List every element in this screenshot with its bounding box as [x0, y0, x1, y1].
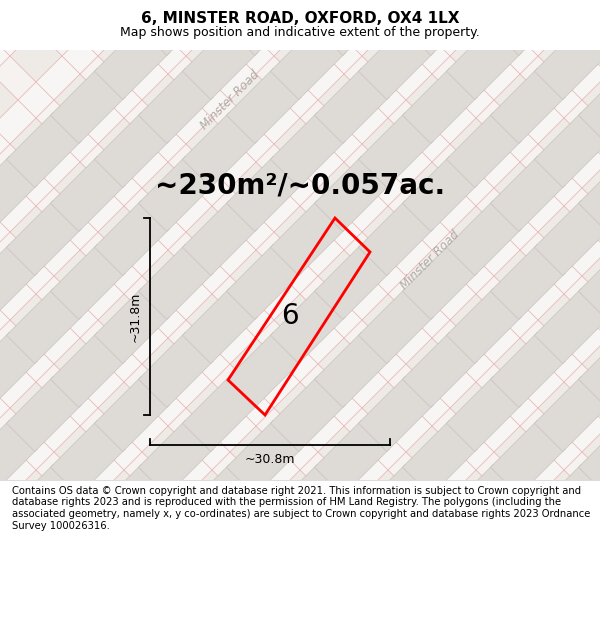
Polygon shape	[0, 260, 600, 625]
Polygon shape	[314, 69, 389, 144]
Polygon shape	[50, 156, 125, 231]
Polygon shape	[0, 612, 600, 625]
Polygon shape	[271, 0, 346, 11]
Polygon shape	[359, 112, 433, 188]
Polygon shape	[0, 0, 600, 292]
Polygon shape	[446, 112, 521, 188]
Polygon shape	[535, 376, 600, 451]
Text: 6, MINSTER ROAD, OXFORD, OX4 1LX: 6, MINSTER ROAD, OXFORD, OX4 1LX	[141, 11, 459, 26]
Polygon shape	[50, 509, 125, 584]
Polygon shape	[227, 0, 301, 56]
Polygon shape	[314, 596, 389, 625]
Polygon shape	[403, 156, 478, 231]
Polygon shape	[7, 376, 82, 451]
Polygon shape	[314, 156, 389, 231]
Polygon shape	[271, 552, 346, 625]
Polygon shape	[359, 464, 433, 539]
Polygon shape	[7, 289, 82, 364]
Polygon shape	[139, 332, 214, 408]
Polygon shape	[578, 244, 600, 319]
Polygon shape	[446, 289, 521, 364]
Polygon shape	[0, 0, 600, 468]
Polygon shape	[314, 244, 389, 319]
Polygon shape	[271, 112, 346, 188]
Polygon shape	[95, 112, 169, 188]
Polygon shape	[491, 0, 565, 56]
Polygon shape	[0, 0, 600, 204]
Polygon shape	[50, 421, 125, 496]
Polygon shape	[95, 376, 169, 451]
Polygon shape	[7, 201, 82, 276]
Polygon shape	[446, 0, 521, 11]
Polygon shape	[0, 0, 600, 116]
Polygon shape	[578, 509, 600, 584]
Polygon shape	[0, 244, 37, 319]
Polygon shape	[0, 612, 600, 625]
Text: ~230m²/~0.057ac.: ~230m²/~0.057ac.	[155, 171, 445, 199]
Polygon shape	[359, 201, 433, 276]
Polygon shape	[314, 0, 389, 56]
Text: Contains OS data © Crown copyright and database right 2021. This information is : Contains OS data © Crown copyright and d…	[12, 486, 590, 531]
Polygon shape	[139, 244, 214, 319]
Polygon shape	[271, 201, 346, 276]
Polygon shape	[535, 552, 600, 625]
Polygon shape	[271, 376, 346, 451]
Polygon shape	[50, 596, 125, 625]
Polygon shape	[0, 0, 600, 28]
Polygon shape	[7, 464, 82, 539]
Polygon shape	[227, 69, 301, 144]
Polygon shape	[227, 509, 301, 584]
Polygon shape	[0, 172, 600, 625]
Polygon shape	[359, 289, 433, 364]
Polygon shape	[446, 376, 521, 451]
Text: Map shows position and indicative extent of the property.: Map shows position and indicative extent…	[120, 26, 480, 39]
Polygon shape	[0, 436, 600, 625]
Polygon shape	[535, 289, 600, 364]
Polygon shape	[0, 0, 600, 292]
Polygon shape	[578, 596, 600, 625]
Polygon shape	[0, 156, 37, 231]
Polygon shape	[535, 464, 600, 539]
Polygon shape	[491, 596, 565, 625]
Polygon shape	[0, 84, 600, 625]
Polygon shape	[0, 436, 600, 625]
Polygon shape	[271, 464, 346, 539]
Polygon shape	[0, 348, 600, 625]
Polygon shape	[0, 524, 600, 625]
Polygon shape	[0, 348, 600, 625]
Polygon shape	[227, 332, 301, 408]
Polygon shape	[0, 0, 600, 380]
Polygon shape	[7, 552, 82, 625]
Polygon shape	[578, 332, 600, 408]
Polygon shape	[182, 24, 257, 99]
Polygon shape	[446, 552, 521, 625]
Polygon shape	[0, 596, 37, 625]
Polygon shape	[535, 24, 600, 99]
Polygon shape	[535, 112, 600, 188]
Polygon shape	[403, 244, 478, 319]
Polygon shape	[95, 289, 169, 364]
Polygon shape	[182, 0, 257, 11]
Polygon shape	[139, 69, 214, 144]
Text: Minster Road: Minster Road	[198, 68, 262, 132]
Polygon shape	[446, 464, 521, 539]
Polygon shape	[491, 156, 565, 231]
Polygon shape	[446, 201, 521, 276]
Polygon shape	[403, 509, 478, 584]
Polygon shape	[403, 0, 478, 56]
Polygon shape	[491, 244, 565, 319]
Text: 6: 6	[281, 302, 298, 330]
Polygon shape	[95, 201, 169, 276]
Polygon shape	[0, 0, 600, 556]
Polygon shape	[0, 0, 600, 468]
Polygon shape	[0, 509, 37, 584]
Polygon shape	[50, 69, 125, 144]
Polygon shape	[227, 596, 301, 625]
Polygon shape	[182, 289, 257, 364]
Polygon shape	[578, 156, 600, 231]
Polygon shape	[50, 244, 125, 319]
Polygon shape	[182, 552, 257, 625]
Polygon shape	[359, 376, 433, 451]
